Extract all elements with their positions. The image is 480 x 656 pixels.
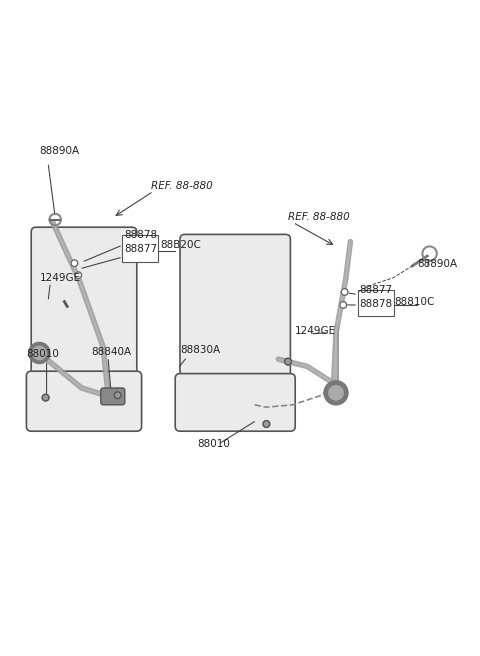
Text: 88890A: 88890A (39, 146, 80, 156)
Text: 88010: 88010 (197, 439, 229, 449)
FancyBboxPatch shape (180, 234, 290, 383)
FancyBboxPatch shape (101, 388, 125, 405)
FancyBboxPatch shape (26, 371, 142, 431)
Text: 88878: 88878 (124, 230, 157, 240)
Circle shape (329, 386, 343, 400)
Circle shape (263, 420, 270, 427)
Text: REF. 88-880: REF. 88-880 (151, 181, 213, 191)
Text: 88877: 88877 (124, 243, 157, 254)
Circle shape (340, 302, 347, 308)
Circle shape (114, 392, 121, 399)
Circle shape (42, 394, 49, 401)
Circle shape (324, 380, 348, 405)
Circle shape (285, 358, 291, 365)
Text: 88010: 88010 (26, 349, 59, 359)
Text: 1249GE: 1249GE (39, 274, 81, 283)
Text: REF. 88-880: REF. 88-880 (288, 213, 350, 222)
Circle shape (29, 342, 50, 363)
Circle shape (33, 346, 46, 359)
FancyBboxPatch shape (358, 289, 394, 316)
Text: 88877: 88877 (359, 285, 392, 295)
Text: 88878: 88878 (359, 298, 392, 309)
Text: 88B20C: 88B20C (160, 239, 201, 250)
Text: 1249GE: 1249GE (295, 326, 336, 336)
FancyBboxPatch shape (175, 374, 295, 431)
Text: 88890A: 88890A (418, 259, 458, 270)
FancyBboxPatch shape (31, 227, 137, 383)
Text: 88830A: 88830A (180, 345, 220, 356)
Circle shape (75, 272, 82, 279)
Circle shape (71, 260, 78, 266)
Text: 88840A: 88840A (91, 347, 132, 357)
FancyBboxPatch shape (122, 236, 158, 262)
Text: 88810C: 88810C (395, 297, 435, 308)
Circle shape (341, 289, 348, 295)
